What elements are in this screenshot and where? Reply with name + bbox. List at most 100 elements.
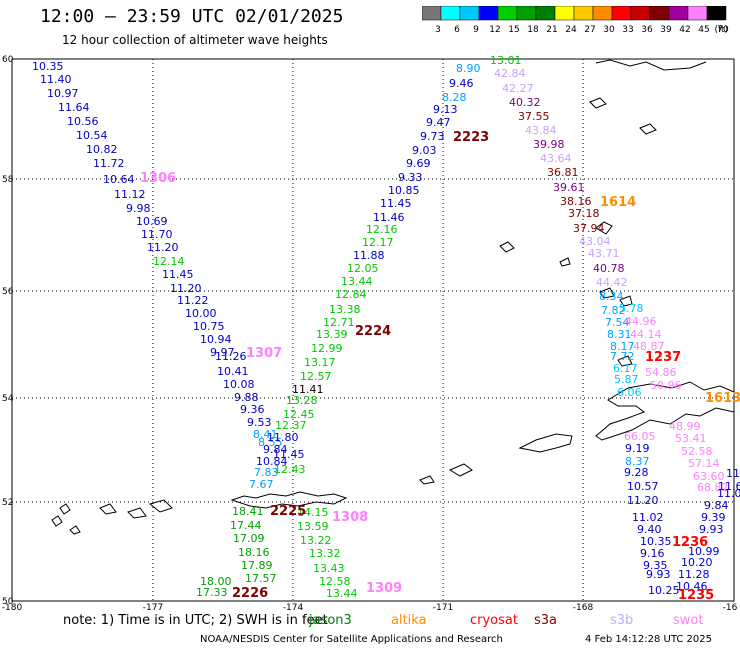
pass-time-label: 1236 bbox=[672, 535, 708, 550]
wave-height-value: 10.64 bbox=[103, 173, 135, 186]
pass-time-label: 2225 bbox=[270, 504, 306, 519]
wave-height-value: 50.96 bbox=[650, 379, 682, 392]
wave-height-value: 6.17 bbox=[613, 362, 638, 375]
satellite-legend-item: jason3 bbox=[309, 613, 352, 628]
scale-unit-label: (ft) bbox=[714, 25, 728, 35]
wave-height-value: 5.78 bbox=[619, 302, 644, 315]
wave-height-value: 10.69 bbox=[136, 215, 168, 228]
pass-time-label: 1237 bbox=[645, 350, 681, 365]
wave-height-value: 11.45 bbox=[162, 268, 194, 281]
scale-tick-label: 3 bbox=[435, 25, 441, 35]
latitude-label: 56 bbox=[2, 287, 14, 297]
wave-height-value: 8.17 bbox=[610, 340, 635, 353]
page-title: 12:00 – 23:59 UTC 02/01/2025 bbox=[40, 6, 344, 27]
wave-height-value: 8.90 bbox=[456, 62, 481, 75]
scale-tick-label: 24 bbox=[565, 25, 577, 35]
wave-height-value: 57.14 bbox=[688, 457, 720, 470]
pass-time-label: 1308 bbox=[332, 510, 368, 525]
wave-height-value: 11.00 bbox=[717, 487, 740, 500]
wave-height-value: 7.67 bbox=[249, 478, 274, 491]
wave-height-value: 12.71 bbox=[323, 316, 355, 329]
latitude-label: 54 bbox=[2, 394, 14, 404]
longitude-label: -174 bbox=[283, 603, 304, 612]
graticule bbox=[12, 59, 734, 601]
longitude-label: -168 bbox=[573, 603, 594, 612]
wave-height-value: 9.19 bbox=[625, 442, 650, 455]
wave-height-value: 8.28 bbox=[442, 91, 467, 104]
wave-height-value: 40.78 bbox=[593, 262, 625, 275]
wave-height-value: 13.43 bbox=[313, 562, 345, 575]
latitude-label: 52 bbox=[2, 498, 13, 508]
wave-height-value: 8.55 bbox=[258, 436, 283, 449]
wave-height-value: 9.40 bbox=[637, 523, 662, 536]
wave-height-map: 10.3511.4010.9711.6410.5610.5410.8211.72… bbox=[0, 0, 740, 612]
wave-height-value: 8.31 bbox=[607, 328, 632, 341]
wave-height-value: 66.05 bbox=[624, 430, 656, 443]
wave-height-value: 10.97 bbox=[47, 87, 79, 100]
wave-height-value: 11.19 bbox=[726, 467, 740, 480]
wave-height-value: 9.56 bbox=[0, 0, 25, 3]
scale-tick-label: 12 bbox=[489, 25, 500, 35]
wave-height-value: 40.32 bbox=[509, 96, 541, 109]
wave-height-value: 9.93 bbox=[646, 568, 671, 581]
pass-time-label: 1614 bbox=[600, 195, 636, 210]
wave-height-value: 37.55 bbox=[518, 110, 550, 123]
wave-height-value: 11.80 bbox=[267, 431, 299, 444]
wave-height-value: 13.38 bbox=[329, 303, 361, 316]
wave-height-value: 48.87 bbox=[633, 340, 665, 353]
wave-height-value: 11.46 bbox=[373, 211, 405, 224]
satellite-legend-item: s3a bbox=[534, 613, 558, 628]
wave-height-value: 9.69 bbox=[406, 157, 431, 170]
pass-time-label: 2223 bbox=[453, 130, 489, 145]
latitude-label: 60 bbox=[2, 55, 14, 65]
wave-height-value: 9.84 bbox=[263, 443, 288, 456]
latitude-label: 50 bbox=[2, 597, 14, 607]
wave-height-value: 11.72 bbox=[93, 157, 125, 170]
wave-height-value: 9.93 bbox=[699, 523, 724, 536]
coastline bbox=[51, 59, 735, 535]
wave-height-value: 10.54 bbox=[76, 129, 108, 142]
scale-tick-label: 45 bbox=[698, 25, 709, 35]
wave-height-value: 9.35 bbox=[643, 559, 668, 572]
wave-height-value: 44.42 bbox=[596, 276, 628, 289]
wave-height-value: 53.41 bbox=[675, 432, 707, 445]
wave-height-value: 11.88 bbox=[353, 249, 385, 262]
wave-height-value: 43.04 bbox=[579, 235, 611, 248]
longitude-label: -180 bbox=[2, 603, 23, 612]
wave-height-value: 12.14 bbox=[153, 255, 185, 268]
scale-tick-label: 30 bbox=[603, 25, 615, 35]
wave-height-value: 48.99 bbox=[669, 420, 701, 433]
wave-height-value: 43.64 bbox=[540, 152, 572, 165]
wave-height-value: 42.27 bbox=[502, 82, 534, 95]
wave-height-value: 12.16 bbox=[366, 223, 398, 236]
wave-height-value: 44.14 bbox=[630, 328, 662, 341]
wave-height-value: 10.57 bbox=[627, 480, 659, 493]
wave-height-value: 9.16 bbox=[640, 547, 665, 560]
wave-height-value: 39.61 bbox=[553, 181, 585, 194]
wave-height-value: 37.94 bbox=[573, 222, 605, 235]
wave-height-value: 11.45 bbox=[273, 448, 305, 461]
wave-height-value: 9.33 bbox=[398, 171, 423, 184]
wave-height-value: 10.84 bbox=[256, 455, 288, 468]
longitude-label: -16 bbox=[723, 603, 738, 612]
wave-height-value: 68.82 bbox=[697, 481, 729, 494]
scale-tick-label: 27 bbox=[584, 25, 595, 35]
wave-height-value: 11.02 bbox=[632, 511, 664, 524]
scale-swatch bbox=[706, 6, 727, 21]
scale-tick-label: 36 bbox=[641, 25, 653, 35]
satellite-legend-item: cryosat bbox=[470, 613, 518, 628]
wave-height-value: 7.82 bbox=[601, 304, 626, 317]
wave-height-value: 11.65 bbox=[718, 480, 740, 493]
wave-height-value: 52.58 bbox=[681, 445, 713, 458]
scale-tick-label: 39 bbox=[660, 25, 672, 35]
longitude-label: -171 bbox=[433, 603, 453, 612]
wave-height-value: 9.97 bbox=[210, 346, 235, 359]
wave-height-value: 10.3 bbox=[0, 0, 25, 3]
wave-height-value: 11.41 bbox=[292, 383, 324, 396]
wave-height-value: 10.20 bbox=[681, 556, 713, 569]
color-scale-legend: 3 6 9 12 15 18 21 24 27 30 33 36 39 42 45 70(ft) bbox=[422, 6, 729, 35]
wave-height-value: 9.1 bbox=[0, 0, 18, 3]
wave-height-value: 10.75 bbox=[193, 320, 225, 333]
pass-time-label: 1613 bbox=[705, 391, 740, 406]
scale-tick-label: 33 bbox=[622, 25, 633, 35]
